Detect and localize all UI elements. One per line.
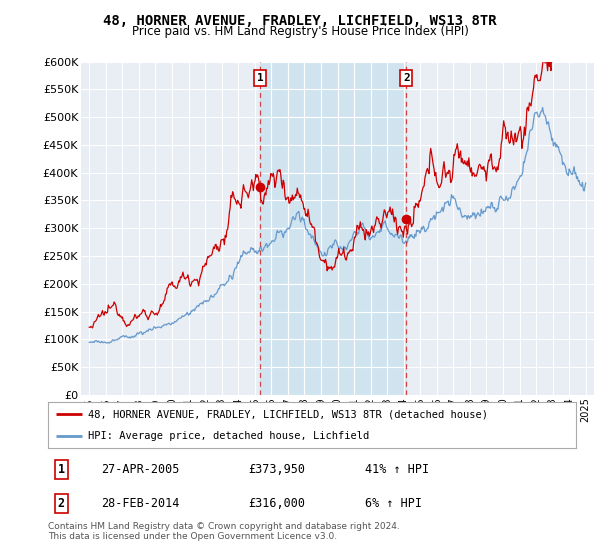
Text: 1: 1 — [257, 73, 263, 83]
Text: Contains HM Land Registry data © Crown copyright and database right 2024.
This d: Contains HM Land Registry data © Crown c… — [48, 522, 400, 542]
Text: £316,000: £316,000 — [248, 497, 305, 510]
Text: 27-APR-2005: 27-APR-2005 — [101, 463, 179, 475]
Text: 48, HORNER AVENUE, FRADLEY, LICHFIELD, WS13 8TR: 48, HORNER AVENUE, FRADLEY, LICHFIELD, W… — [103, 14, 497, 28]
Text: 2: 2 — [403, 73, 410, 83]
Text: 48, HORNER AVENUE, FRADLEY, LICHFIELD, WS13 8TR (detached house): 48, HORNER AVENUE, FRADLEY, LICHFIELD, W… — [88, 409, 488, 419]
Bar — [260, 62, 406, 395]
Text: 6% ↑ HPI: 6% ↑ HPI — [365, 497, 422, 510]
Text: HPI: Average price, detached house, Lichfield: HPI: Average price, detached house, Lich… — [88, 431, 369, 441]
Text: 2: 2 — [58, 497, 65, 510]
Text: 28-FEB-2014: 28-FEB-2014 — [101, 497, 179, 510]
Text: Price paid vs. HM Land Registry's House Price Index (HPI): Price paid vs. HM Land Registry's House … — [131, 25, 469, 38]
Text: £373,950: £373,950 — [248, 463, 305, 475]
Text: 41% ↑ HPI: 41% ↑ HPI — [365, 463, 429, 475]
Text: 1: 1 — [58, 463, 65, 475]
